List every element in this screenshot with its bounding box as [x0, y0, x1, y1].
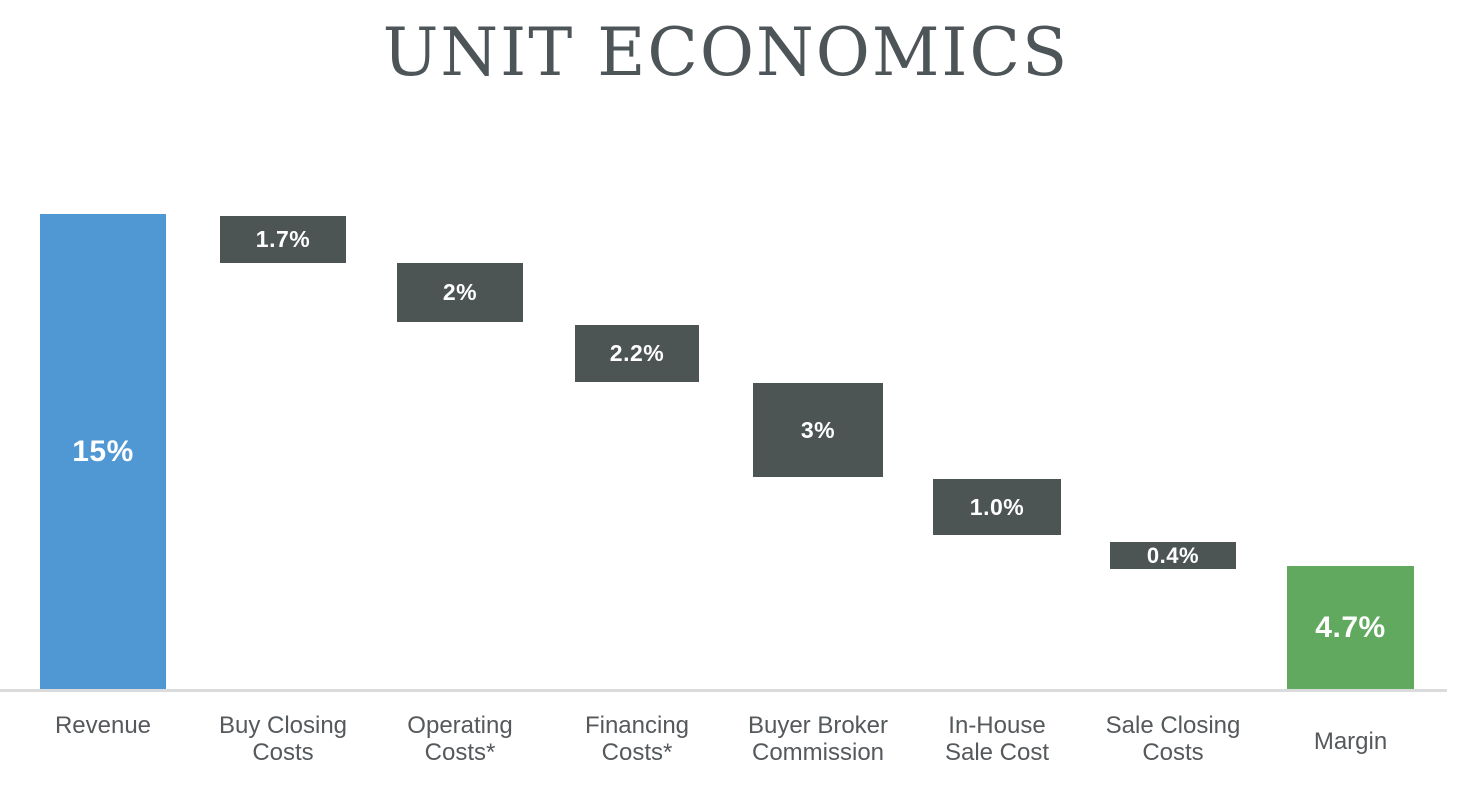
bar-value-label-operating-costs: 2%	[442, 279, 478, 305]
bar-value-label-financing-costs: 2.2%	[609, 340, 665, 366]
x-axis-line	[0, 689, 1447, 692]
bar-in-house-sale-cost: 1.0%	[933, 479, 1061, 535]
bar-buy-closing-costs: 1.7%	[220, 216, 346, 263]
bar-buyer-broker-commission: 3%	[753, 383, 883, 477]
bar-margin: 4.7%	[1287, 566, 1414, 690]
bar-operating-costs: 2%	[397, 263, 523, 322]
x-tick-in-house-sale-cost: In-House Sale Cost	[944, 712, 1050, 766]
bar-value-label-margin: 4.7%	[1315, 611, 1386, 644]
bar-value-label-buy-closing-costs: 1.7%	[255, 226, 311, 252]
bar-sale-closing-costs: 0.4%	[1110, 542, 1236, 569]
bar-financing-costs: 2.2%	[575, 325, 699, 382]
x-tick-buy-closing-costs: Buy Closing Costs	[218, 712, 348, 766]
x-tick-operating-costs: Operating Costs*	[407, 712, 513, 766]
bar-value-label-sale-closing-costs: 0.4%	[1146, 542, 1200, 568]
bar-value-label-buyer-broker-commission: 3%	[800, 416, 836, 443]
x-tick-financing-costs: Financing Costs*	[584, 712, 690, 766]
x-tick-revenue: Revenue	[54, 712, 152, 739]
bar-value-label-revenue: 15%	[72, 435, 134, 468]
x-tick-buyer-broker-commission: Buyer Broker Commission	[747, 712, 889, 766]
chart-title: UNIT ECONOMICS	[382, 14, 1070, 91]
bar-revenue: 15%	[40, 214, 166, 690]
x-tick-sale-closing-costs: Sale Closing Costs	[1105, 712, 1241, 766]
x-tick-margin: Margin	[1313, 728, 1388, 755]
bar-value-label-in-house-sale-cost: 1.0%	[969, 493, 1025, 520]
